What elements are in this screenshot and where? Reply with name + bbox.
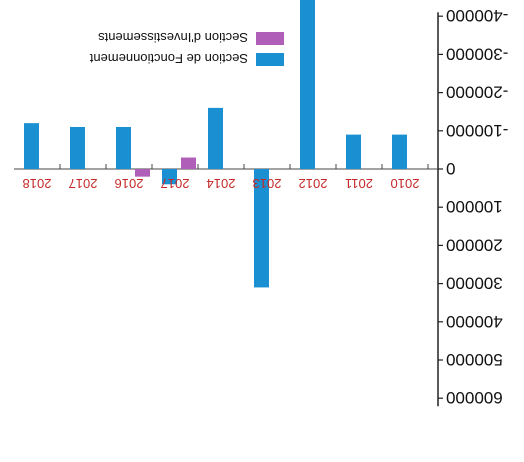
category-label: 2014 [207,176,236,191]
category-label: 2012 [299,176,328,191]
legend-label: Section d'Investissements [98,30,248,45]
y-tick-label: 0 [446,159,455,178]
y-tick-label: -100000 [446,121,508,140]
y-tick-label: -300000 [446,44,508,63]
category-label: 2010 [391,176,420,191]
bar-fonctionnement-2017 [70,126,85,169]
legend: Section de Fonctionnement Section d'Inves… [89,30,284,66]
bar-fonctionnement-2015 [162,169,177,185]
category-label: 2013 [253,176,282,191]
bar-fonctionnement-2014 [208,107,223,169]
bar-fonctionnement-2016 [116,126,131,169]
category-label: 2017 [69,176,98,191]
legend-swatch [256,53,284,66]
y-tick-label: -400000 [446,6,508,25]
category-labels: 2010 2011 2012 2013 2014 2017 2016 2017 2018 [23,176,420,191]
category-label: 2011 [345,176,373,191]
y-tick-label: 600000 [446,388,503,407]
category-label: 2018 [23,176,52,191]
bar-fonctionnement-2010 [392,134,407,169]
category-label: 2017 [161,176,190,191]
y-tick-label: 100000 [446,197,503,216]
bar-investissements-2016 [135,169,150,177]
legend-swatch [256,32,284,45]
y-tick-label: -200000 [446,83,508,102]
y-tick-label: 300000 [446,274,503,293]
bar-fonctionnement-2012 [300,0,315,169]
bar-investissements-2015 [181,157,196,169]
y-tick-label: 400000 [446,312,503,331]
bar-fonctionnement-2018 [24,123,39,169]
legend-label: Section de Fonctionnement [89,51,248,66]
category-label: 2016 [115,176,144,191]
bar-fonctionnement-2011 [346,134,361,169]
axes: -400000 -300000 -200000 -100000 0 100000 20000… [14,6,508,407]
bar-fonctionnement-2013 [254,169,269,288]
y-tick-label: 500000 [446,350,503,369]
bars [24,0,407,288]
y-tick-label: 200000 [446,235,503,254]
